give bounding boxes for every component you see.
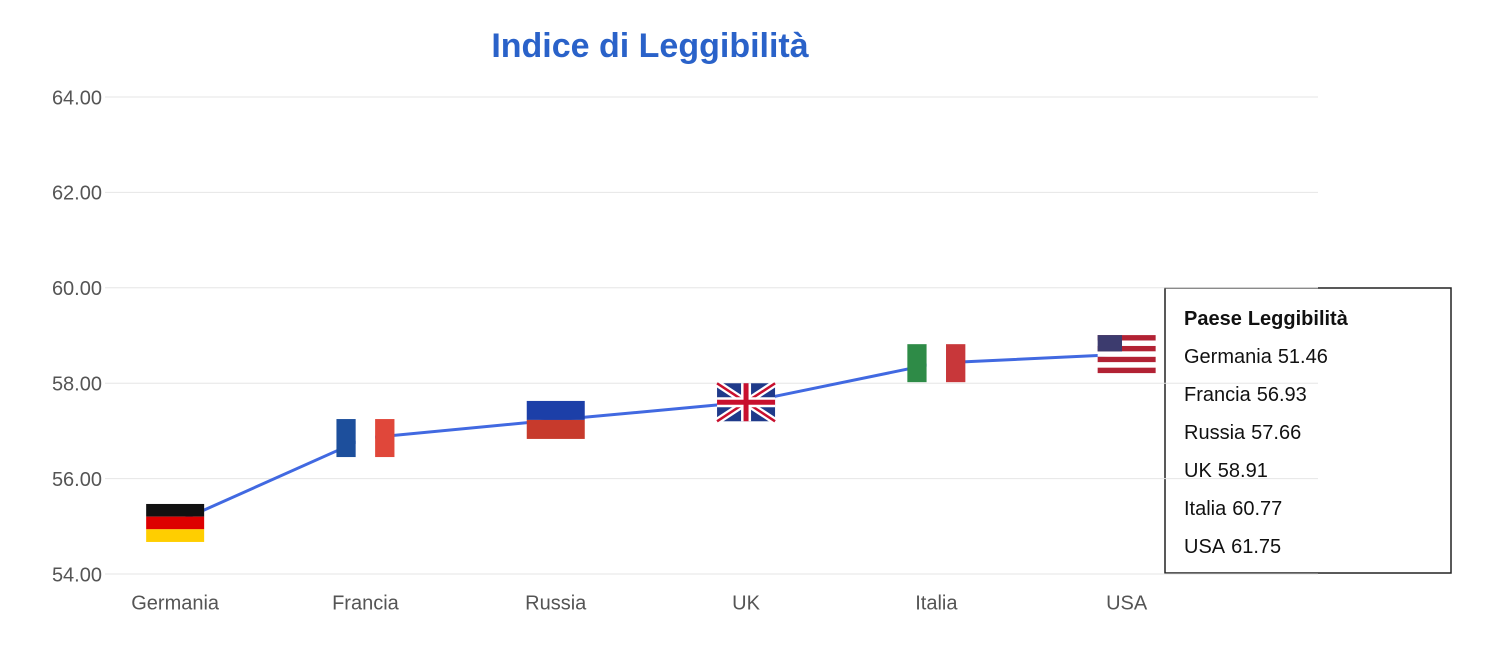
table-header-cell: Paese [1184, 308, 1242, 330]
table-row: Italia 60.77 [1184, 498, 1282, 520]
flag-stripe [1097, 345, 1156, 352]
flag-marker [715, 380, 777, 425]
x-tick-label: UK [732, 592, 760, 614]
flag-stripe [146, 529, 205, 542]
y-tick-label: 62.00 [52, 183, 102, 205]
table-header-cell: Leggibilità [1248, 308, 1349, 330]
flag-stripe [355, 419, 376, 458]
y-tick-label: 54.00 [52, 564, 102, 586]
x-tick-label: Francia [332, 592, 400, 614]
flag-stripe [375, 419, 395, 458]
table-header: Paese Leggibilità [1184, 308, 1349, 330]
table-cell: Italia [1184, 498, 1227, 520]
table-cell: 58.91 [1218, 460, 1268, 482]
table-cell: Russia [1184, 422, 1246, 444]
line [174, 352, 1127, 525]
table-row: UK 58.91 [1184, 460, 1268, 482]
flag-marker [146, 503, 205, 542]
flag-stripe [1097, 356, 1156, 363]
y-tick-label: 60.00 [52, 278, 102, 300]
y-tick-label: 58.00 [52, 373, 102, 395]
table-row: Germania 51.46 [1184, 346, 1328, 368]
table-cell: USA [1184, 536, 1226, 558]
flag-stripe [526, 419, 585, 439]
table-cell: UK [1184, 460, 1212, 482]
flag-stripe [946, 344, 966, 383]
x-tick-label: Italia [915, 592, 958, 614]
x-tick-label: USA [1106, 592, 1148, 614]
flag-marker [1097, 335, 1156, 374]
table-row: Russia 57.66 [1184, 422, 1301, 444]
flag-marker [526, 400, 585, 439]
flag-stripe [907, 344, 927, 383]
flag-stripe [1097, 351, 1156, 357]
table-row: Francia 56.93 [1184, 384, 1307, 406]
table-cell: Germania [1184, 346, 1273, 368]
flag-stripe [926, 344, 947, 383]
chart-title: Indice di Leggibilità [491, 27, 808, 65]
flag-stripe [146, 516, 205, 530]
flag-stripe [336, 419, 356, 458]
flag-stripe [1097, 367, 1156, 374]
x-tick-label: Russia [525, 592, 587, 614]
flag-stripe [1097, 340, 1156, 346]
flag-stripe [146, 503, 205, 517]
y-tick-label: 64.00 [52, 87, 102, 109]
flag-stripe [1097, 335, 1156, 341]
flag-cross [717, 383, 776, 422]
table-box [1164, 287, 1452, 574]
table-cell: 61.75 [1231, 536, 1281, 558]
flag-stripe [1097, 362, 1156, 368]
table-cell: Francia [1184, 384, 1252, 406]
flag-marker [907, 344, 966, 383]
table-cell: 60.77 [1232, 498, 1282, 520]
flag-marker [336, 419, 395, 458]
table-row: USA 61.75 [1184, 536, 1281, 558]
x-tick-label: Germania [131, 592, 220, 614]
table-cell: 51.46 [1278, 346, 1328, 368]
flag-canton [1097, 335, 1123, 352]
table-cell: 56.93 [1257, 384, 1307, 406]
y-tick-label: 56.00 [52, 469, 102, 491]
flag-stripe [526, 400, 585, 420]
table-cell: 57.66 [1251, 422, 1301, 444]
